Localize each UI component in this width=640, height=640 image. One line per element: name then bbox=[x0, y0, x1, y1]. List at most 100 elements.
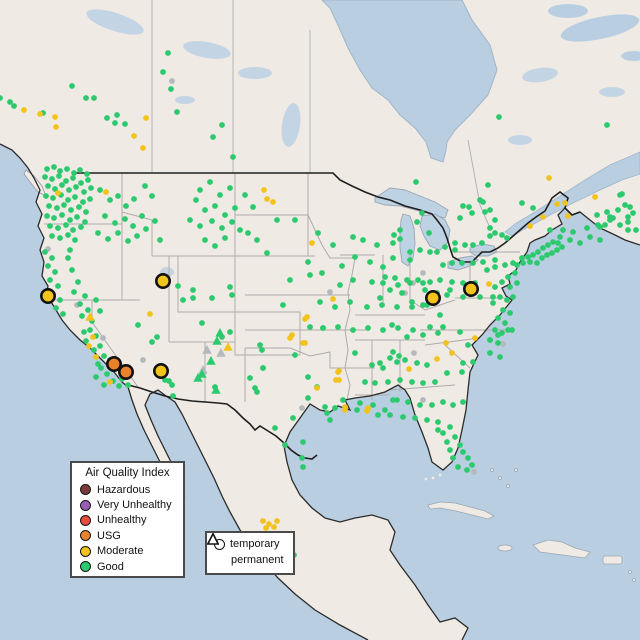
aqi-marker-good[interactable] bbox=[450, 402, 456, 408]
aqi-marker-good[interactable] bbox=[487, 350, 493, 356]
aqi-marker-large-moderate[interactable] bbox=[424, 289, 441, 306]
aqi-marker-good[interactable] bbox=[492, 264, 498, 270]
aqi-marker-good[interactable] bbox=[514, 280, 520, 286]
aqi-marker-nodata[interactable] bbox=[299, 405, 305, 411]
aqi-marker-nodata[interactable] bbox=[411, 350, 417, 356]
aqi-marker-good[interactable] bbox=[280, 302, 286, 308]
aqi-marker-good[interactable] bbox=[492, 257, 498, 263]
aqi-marker-good[interactable] bbox=[414, 219, 420, 225]
aqi-marker-nodata[interactable] bbox=[100, 335, 106, 341]
aqi-marker-moderate[interactable] bbox=[565, 213, 571, 219]
aqi-marker-good[interactable] bbox=[154, 334, 160, 340]
aqi-marker-good[interactable] bbox=[272, 425, 278, 431]
aqi-marker-moderate[interactable] bbox=[309, 240, 315, 246]
aqi-marker-good[interactable] bbox=[69, 83, 75, 89]
aqi-marker-good[interactable] bbox=[459, 369, 465, 375]
aqi-marker-good[interactable] bbox=[63, 178, 69, 184]
aqi-marker-nodata[interactable] bbox=[420, 397, 426, 403]
aqi-marker-good[interactable] bbox=[157, 237, 163, 243]
aqi-marker-good[interactable] bbox=[382, 274, 388, 280]
aqi-marker-good[interactable] bbox=[570, 229, 576, 235]
aqi-marker-good[interactable] bbox=[51, 215, 57, 221]
aqi-marker-good[interactable] bbox=[123, 203, 129, 209]
aqi-marker-good[interactable] bbox=[112, 220, 118, 226]
aqi-marker-good[interactable] bbox=[477, 294, 483, 300]
aqi-marker-good[interactable] bbox=[93, 374, 99, 380]
aqi-marker-good[interactable] bbox=[0, 95, 3, 101]
aqi-marker-good[interactable] bbox=[554, 247, 560, 253]
aqi-marker-good[interactable] bbox=[427, 249, 433, 255]
aqi-marker-moderate[interactable] bbox=[592, 194, 598, 200]
aqi-marker-good[interactable] bbox=[332, 405, 338, 411]
aqi-marker-good[interactable] bbox=[7, 99, 13, 105]
aqi-marker-good[interactable] bbox=[47, 277, 53, 283]
aqi-marker-good[interactable] bbox=[469, 462, 475, 468]
aqi-marker-good[interactable] bbox=[51, 164, 57, 170]
aqi-marker-good[interactable] bbox=[68, 207, 74, 213]
aqi-marker-good[interactable] bbox=[227, 284, 233, 290]
aqi-marker-good[interactable] bbox=[56, 173, 62, 179]
aqi-marker-good[interactable] bbox=[52, 186, 58, 192]
aqi-marker-good[interactable] bbox=[525, 254, 531, 260]
aqi-marker-good[interactable] bbox=[452, 240, 458, 246]
aqi-marker-good[interactable] bbox=[175, 283, 181, 289]
aqi-marker-good[interactable] bbox=[519, 255, 525, 261]
aqi-marker-good[interactable] bbox=[457, 329, 463, 335]
aqi-marker-good[interactable] bbox=[479, 240, 485, 246]
aqi-marker-good[interactable] bbox=[465, 455, 471, 461]
aqi-marker-good[interactable] bbox=[45, 263, 51, 269]
aqi-marker-good[interactable] bbox=[597, 224, 603, 230]
aqi-marker-good[interactable] bbox=[414, 360, 420, 366]
aqi-marker-good[interactable] bbox=[47, 223, 53, 229]
aqi-marker-moderate[interactable] bbox=[434, 356, 440, 362]
aqi-marker-good[interactable] bbox=[350, 277, 356, 283]
aqi-marker-good[interactable] bbox=[527, 259, 533, 265]
aqi-marker-good[interactable] bbox=[422, 287, 428, 293]
aqi-marker-good[interactable] bbox=[617, 222, 623, 228]
aqi-marker-good[interactable] bbox=[594, 212, 600, 218]
aqi-marker-good[interactable] bbox=[547, 227, 553, 233]
aqi-marker-good[interactable] bbox=[447, 424, 453, 430]
aqi-marker-good[interactable] bbox=[417, 247, 423, 253]
aqi-marker-good[interactable] bbox=[45, 183, 51, 189]
aqi-marker-moderate[interactable] bbox=[289, 332, 295, 338]
aqi-marker-good[interactable] bbox=[209, 295, 215, 301]
aqi-marker-good[interactable] bbox=[420, 280, 426, 286]
aqi-marker-good[interactable] bbox=[492, 217, 498, 223]
aqi-marker-good[interactable] bbox=[364, 304, 370, 310]
aqi-marker-good[interactable] bbox=[440, 399, 446, 405]
aqi-marker-good[interactable] bbox=[305, 374, 311, 380]
aqi-marker-moderate[interactable] bbox=[55, 190, 61, 196]
aqi-marker-good[interactable] bbox=[305, 259, 311, 265]
aqi-marker-good[interactable] bbox=[59, 182, 65, 188]
aqi-marker-good[interactable] bbox=[122, 216, 128, 222]
aqi-marker-good[interactable] bbox=[417, 402, 423, 408]
aqi-marker-good[interactable] bbox=[42, 249, 48, 255]
aqi-marker-good[interactable] bbox=[484, 267, 490, 273]
aqi-marker-good[interactable] bbox=[420, 380, 426, 386]
aqi-marker-good[interactable] bbox=[492, 327, 498, 333]
aqi-marker-moderate[interactable] bbox=[314, 385, 320, 391]
aqi-marker-good[interactable] bbox=[390, 349, 396, 355]
aqi-marker-good[interactable] bbox=[442, 244, 448, 250]
aqi-marker-good[interactable] bbox=[65, 232, 71, 238]
aqi-marker-good[interactable] bbox=[469, 210, 475, 216]
aqi-marker-good[interactable] bbox=[457, 442, 463, 448]
aqi-marker-good[interactable] bbox=[282, 442, 288, 448]
aqi-marker-good[interactable] bbox=[387, 355, 393, 361]
aqi-marker-nodata[interactable] bbox=[471, 469, 477, 475]
aqi-marker-moderate[interactable] bbox=[546, 175, 552, 181]
aqi-marker-good[interactable] bbox=[139, 213, 145, 219]
aqi-marker-good[interactable] bbox=[520, 260, 526, 266]
aqi-marker-moderate[interactable] bbox=[131, 133, 137, 139]
aqi-marker-good[interactable] bbox=[409, 304, 415, 310]
aqi-marker-good[interactable] bbox=[495, 340, 501, 346]
aqi-marker-moderate[interactable] bbox=[103, 189, 109, 195]
aqi-marker-good[interactable] bbox=[292, 217, 298, 223]
aqi-marker-good[interactable] bbox=[82, 293, 88, 299]
aqi-marker-good[interactable] bbox=[290, 415, 296, 421]
aqi-marker-good[interactable] bbox=[370, 402, 376, 408]
aqi-marker-good[interactable] bbox=[300, 464, 306, 470]
aqi-marker-good[interactable] bbox=[287, 277, 293, 283]
aqi-marker-good[interactable] bbox=[387, 287, 393, 293]
